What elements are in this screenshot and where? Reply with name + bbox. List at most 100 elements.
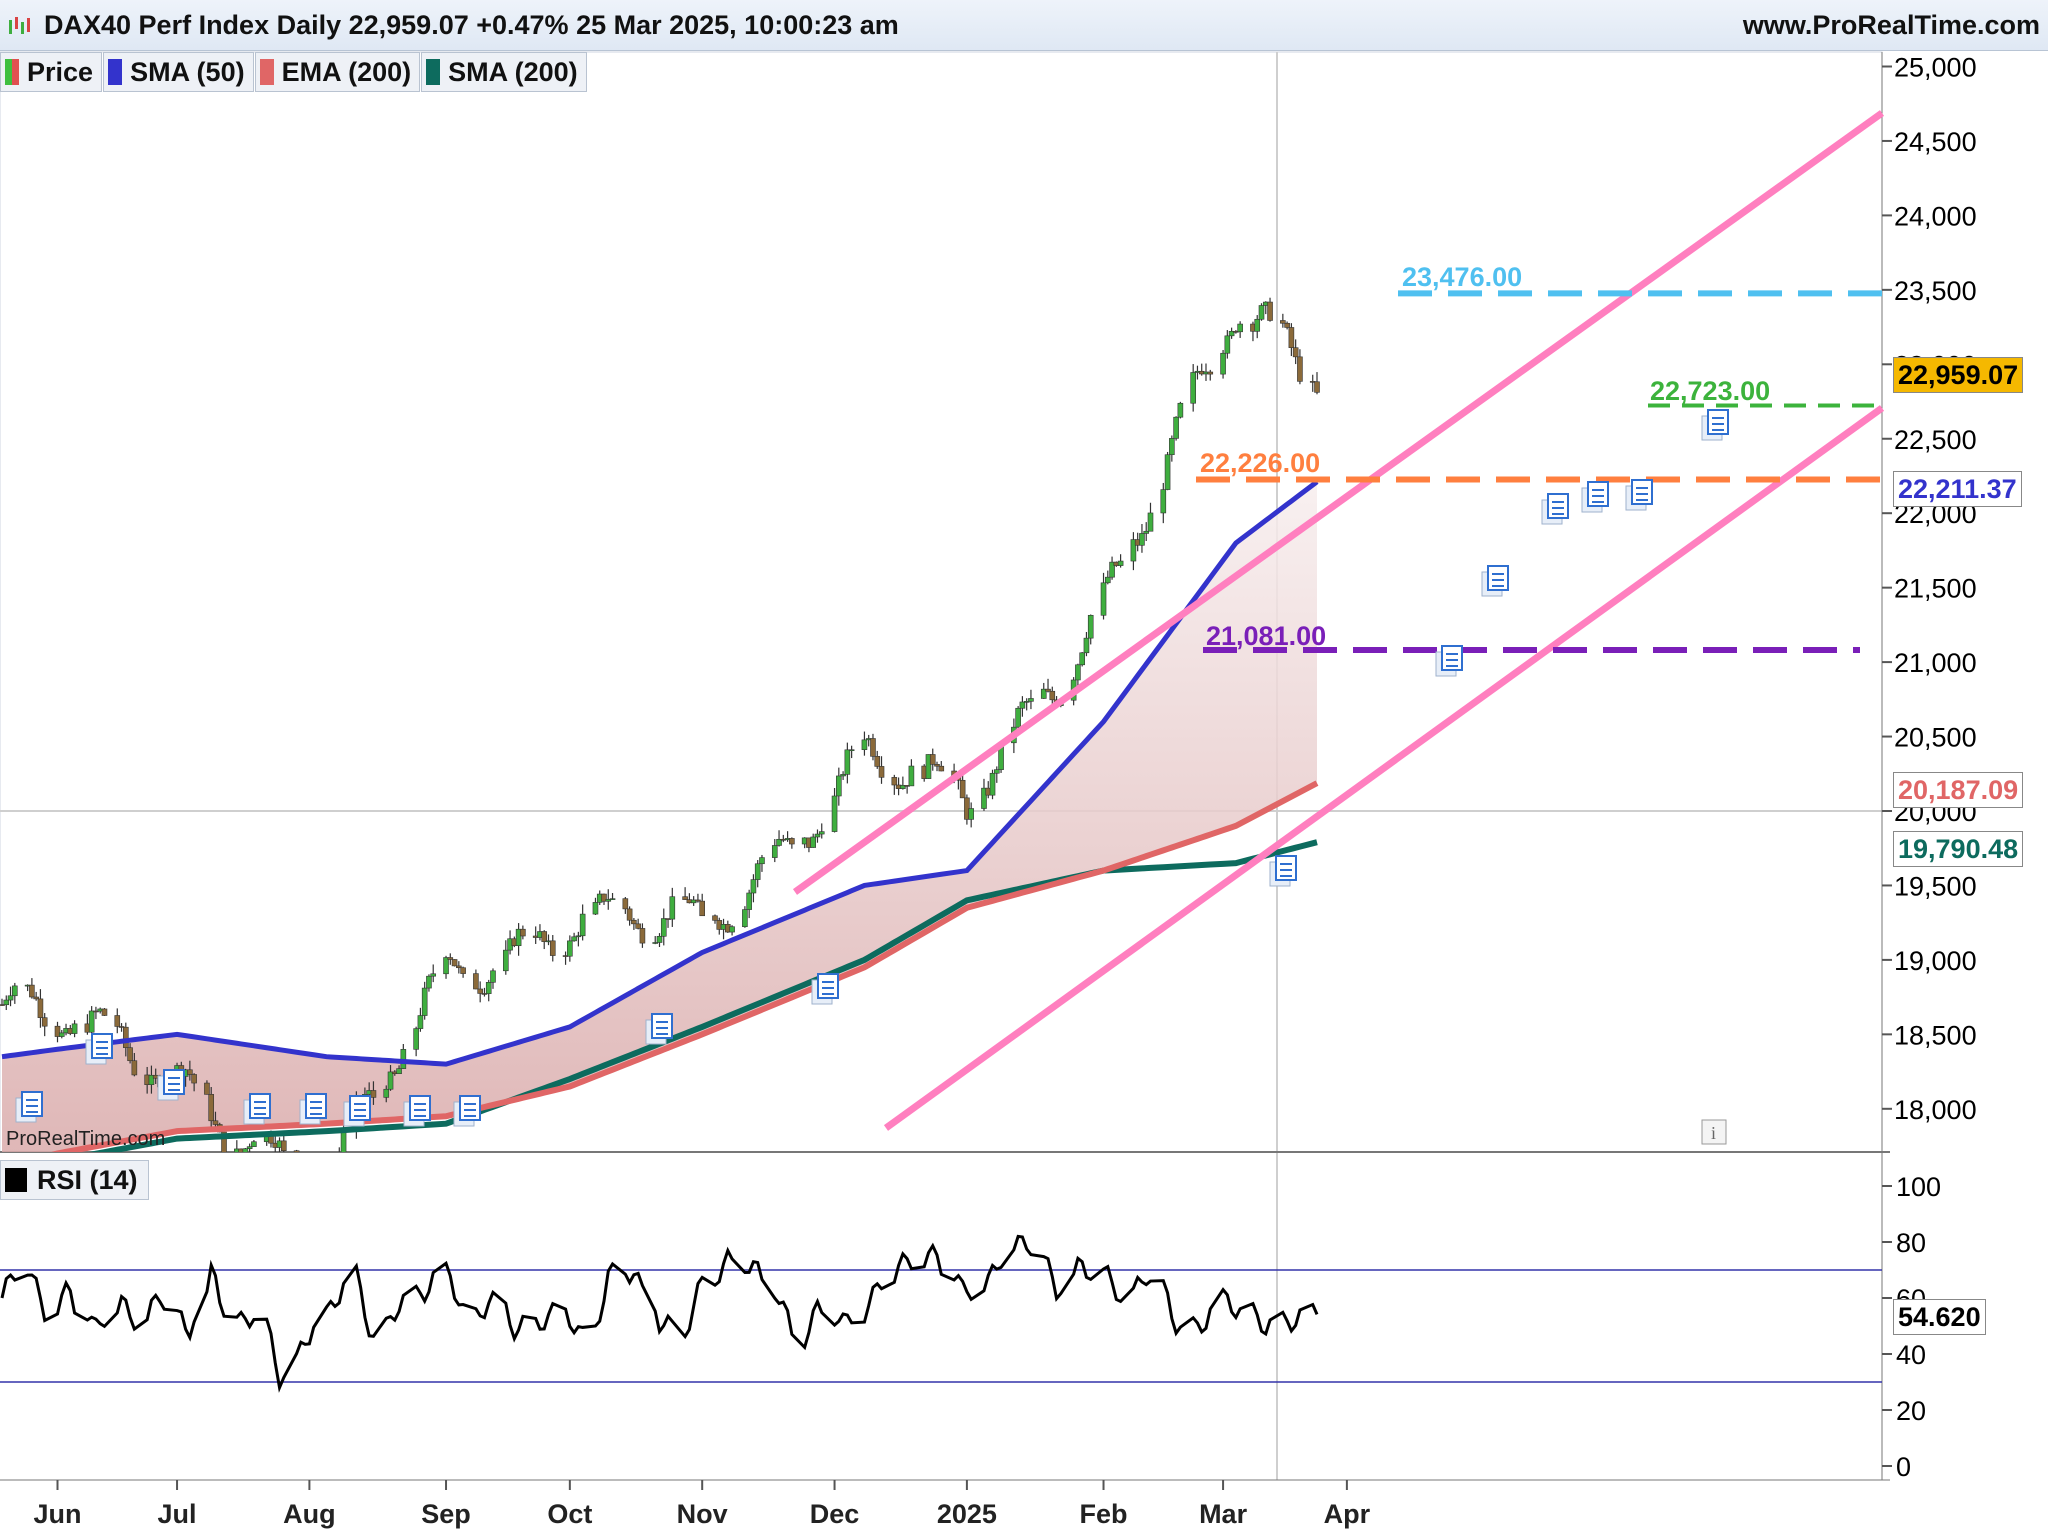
candle-body bbox=[1087, 614, 1094, 639]
candle-body bbox=[3, 999, 10, 1006]
sma50-tag: 22,211.37 bbox=[1893, 471, 2022, 507]
candle-body bbox=[1083, 637, 1090, 654]
candle-body bbox=[1177, 402, 1184, 418]
candle-body bbox=[1288, 327, 1295, 348]
site-link[interactable]: www.ProRealTime.com bbox=[1742, 10, 2040, 40]
candle-body bbox=[337, 1153, 342, 1170]
candle-body bbox=[699, 900, 705, 917]
candle-body bbox=[1023, 701, 1030, 703]
candle-body bbox=[311, 1192, 316, 1199]
candle-body bbox=[1280, 320, 1286, 324]
x-tick-label: 2025 bbox=[937, 1499, 997, 1529]
note-page bbox=[305, 1093, 327, 1119]
candle-body bbox=[328, 1187, 333, 1211]
gridlines bbox=[0, 51, 1890, 1481]
rsi-value-tag: 54.620 bbox=[1893, 1299, 1986, 1335]
rsi-tick-label: 0 bbox=[1896, 1452, 1911, 1482]
legend-ema200[interactable]: EMA (200) bbox=[254, 52, 421, 92]
candle-body bbox=[396, 1068, 402, 1075]
y-tick-label: 18,500 bbox=[1894, 1020, 1977, 1050]
note-icon bbox=[157, 1069, 185, 1101]
candle-body bbox=[131, 1060, 138, 1076]
candle-body bbox=[41, 1017, 48, 1027]
candle-body bbox=[123, 1026, 129, 1048]
candle-body bbox=[460, 967, 466, 974]
candle-body bbox=[567, 940, 573, 957]
candle-body bbox=[430, 973, 437, 977]
candle-body bbox=[938, 765, 945, 772]
indicator-legend: Price SMA (50) EMA (200) SMA (200) bbox=[0, 52, 588, 94]
note-icon bbox=[15, 1091, 43, 1123]
level-label: 23,476.00 bbox=[1402, 262, 1522, 292]
candle-body bbox=[1292, 347, 1299, 358]
candle-body bbox=[451, 959, 458, 967]
rsi-panel bbox=[0, 1234, 1882, 1393]
candle-body bbox=[789, 838, 795, 845]
candle-body bbox=[1049, 690, 1056, 701]
note-icon bbox=[85, 1033, 113, 1065]
candle-body bbox=[1109, 561, 1115, 578]
candle-body bbox=[485, 982, 492, 994]
candle-body bbox=[660, 918, 667, 937]
legend-sma50[interactable]: SMA (50) bbox=[103, 52, 254, 92]
legend-label: SMA (50) bbox=[130, 56, 245, 87]
note-icon bbox=[1701, 409, 1729, 441]
level-label: 22,226.00 bbox=[1200, 448, 1320, 478]
event-notes: i bbox=[15, 409, 1729, 1145]
x-tick-label: Aug bbox=[283, 1499, 335, 1529]
candle-body bbox=[669, 896, 676, 920]
candle-body bbox=[204, 1082, 210, 1095]
candle-body bbox=[1284, 322, 1290, 328]
note-page bbox=[349, 1095, 371, 1121]
y-tick-label: 19,000 bbox=[1894, 946, 1977, 976]
candle-body bbox=[54, 1025, 61, 1037]
info-box bbox=[1701, 1119, 1727, 1145]
candle-body bbox=[246, 1146, 253, 1149]
candle-body bbox=[874, 756, 881, 767]
candle-body bbox=[7, 995, 14, 1001]
watermark: ProRealTime.com bbox=[6, 1128, 166, 1150]
candle-body bbox=[968, 808, 974, 820]
note-page bbox=[651, 1013, 673, 1039]
candle-body bbox=[37, 998, 44, 1018]
candle-body bbox=[447, 957, 454, 960]
candle-body bbox=[1147, 512, 1154, 532]
y-tick-label: 25,000 bbox=[1894, 53, 1977, 83]
candle-body bbox=[759, 857, 765, 865]
legend-price[interactable]: Price bbox=[0, 52, 103, 92]
candle-body bbox=[844, 749, 851, 775]
candle-body bbox=[810, 836, 817, 848]
candle-body bbox=[1045, 688, 1051, 692]
horizontal-levels: 23,476.00 22,723.00 22,226.00 21,081.00 bbox=[1196, 262, 1882, 654]
sma200-swatch-icon bbox=[426, 59, 441, 85]
ema200-tag: 20,187.09 bbox=[1893, 772, 2024, 808]
candle-body bbox=[251, 1141, 257, 1147]
last-price-tag: 22,959.07 bbox=[1893, 357, 2024, 393]
candle-body bbox=[1075, 664, 1081, 681]
candle-body bbox=[114, 1015, 121, 1027]
note-page bbox=[459, 1095, 481, 1121]
price-swatch-icon bbox=[5, 59, 19, 85]
candle-body bbox=[456, 965, 462, 969]
candle-body bbox=[1143, 530, 1150, 534]
candle-body bbox=[729, 926, 735, 933]
note-icon bbox=[243, 1093, 271, 1125]
candle-body bbox=[639, 928, 646, 944]
candle-body bbox=[1190, 372, 1196, 404]
x-tick-label: Nov bbox=[677, 1499, 728, 1529]
candle-body bbox=[1164, 454, 1171, 490]
candle-body bbox=[870, 738, 876, 757]
candle-body bbox=[1160, 489, 1167, 514]
note-icon bbox=[1435, 645, 1463, 677]
note-page bbox=[1441, 645, 1463, 671]
candle-body bbox=[477, 988, 483, 994]
candle-body bbox=[831, 795, 838, 832]
rsi-legend[interactable]: RSI (14) bbox=[0, 1160, 149, 1200]
info-glyph: i bbox=[1711, 1123, 1716, 1143]
candle-body bbox=[1015, 707, 1021, 728]
note-page bbox=[1547, 493, 1569, 519]
candle-body bbox=[695, 899, 701, 902]
ema200-swatch-icon bbox=[259, 59, 274, 85]
legend-sma200[interactable]: SMA (200) bbox=[421, 52, 587, 92]
candle-body bbox=[878, 766, 885, 778]
